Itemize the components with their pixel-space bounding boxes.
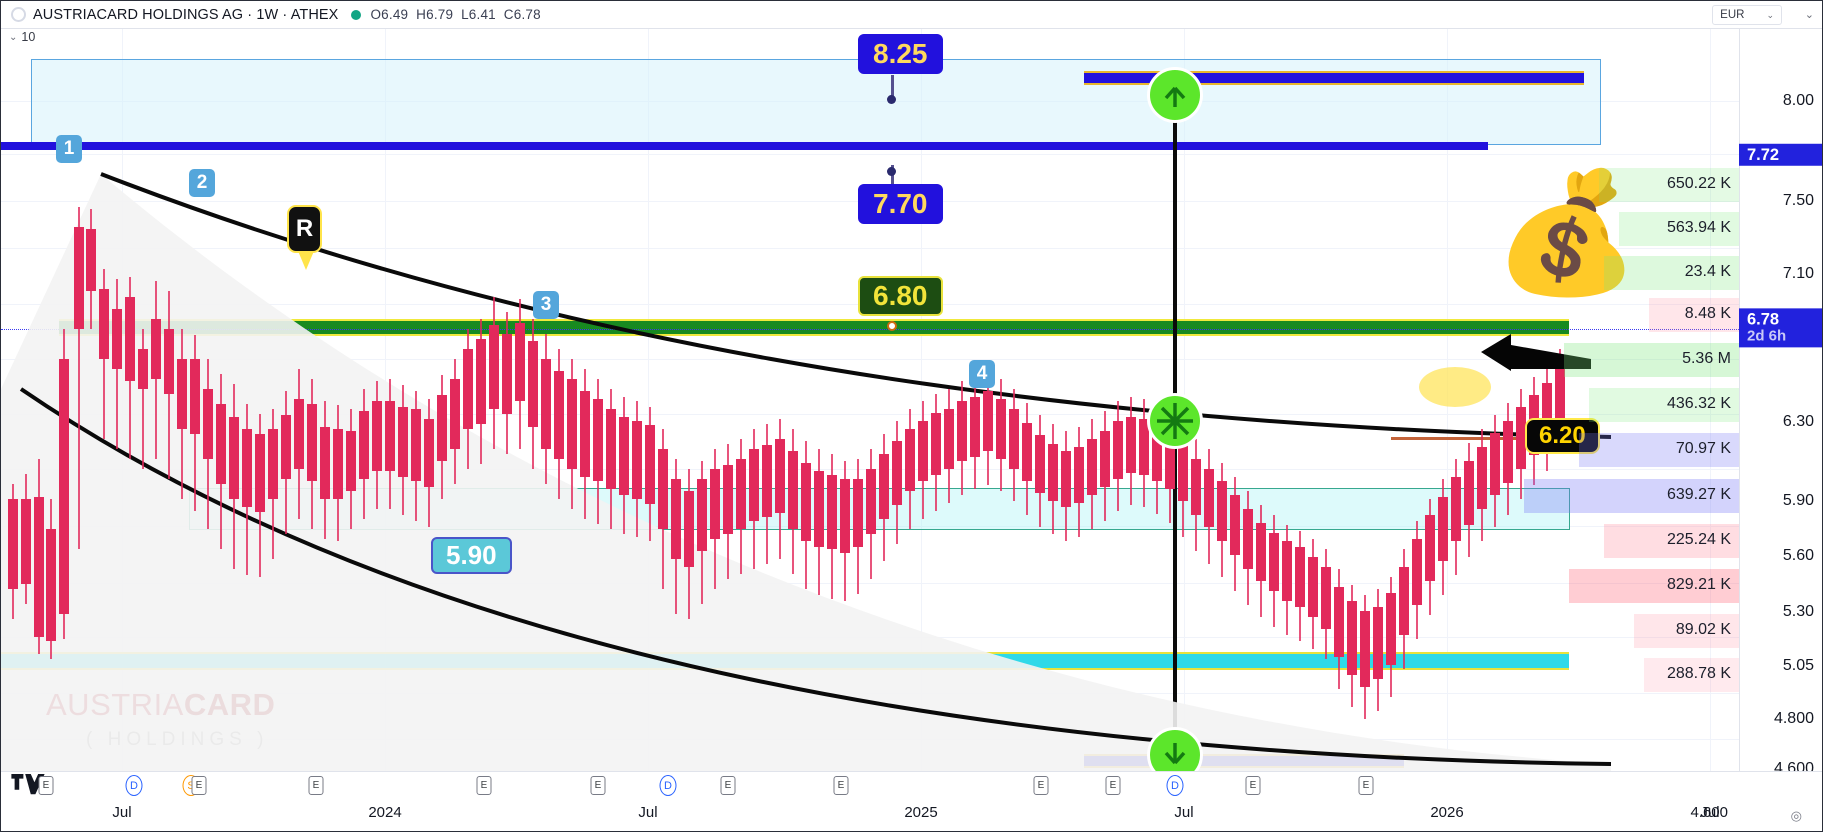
pivot-badge-2[interactable]: 2 bbox=[189, 169, 215, 197]
price-tick: 4.800 bbox=[1773, 710, 1814, 727]
symbol-placeholder-icon bbox=[11, 7, 26, 22]
arrow-up-icon bbox=[1164, 86, 1186, 107]
pivot-badge-3[interactable]: 3 bbox=[533, 291, 559, 319]
pivot-badge-1[interactable]: 1 bbox=[56, 135, 82, 163]
arrow-down-icon bbox=[1164, 743, 1186, 765]
price-axis[interactable]: 8.00 7.50 7.10 6.30 5.90 5.60 5.30 5.05 4.800 4.6… bbox=[1739, 29, 1822, 777]
level-6-20-line bbox=[1391, 437, 1531, 440]
time-tick: Jul bbox=[112, 804, 132, 821]
live-dot-icon bbox=[351, 9, 362, 20]
label-anchor-dot bbox=[887, 167, 896, 176]
ohlc-close: C6.78 bbox=[503, 7, 541, 22]
channel-curves bbox=[1, 172, 1612, 773]
price-label-6-20[interactable]: 6.20 bbox=[1525, 418, 1600, 454]
marker-arrow-up-circle[interactable] bbox=[1147, 67, 1203, 123]
event-marker-e[interactable]: E bbox=[1105, 776, 1121, 795]
pivot-badge-4[interactable]: 4 bbox=[969, 360, 995, 388]
burst-icon bbox=[1157, 403, 1193, 439]
event-marker-e[interactable]: E bbox=[1245, 776, 1261, 795]
indicator-subbar[interactable]: ⌄ 10 bbox=[9, 30, 35, 44]
event-marker-d[interactable]: D bbox=[1166, 775, 1184, 796]
grid-line-v bbox=[921, 29, 922, 773]
ohlc-high: H6.79 bbox=[416, 7, 454, 22]
time-tick: 2025 bbox=[904, 804, 938, 821]
price-tick: 6.30 bbox=[1782, 413, 1814, 430]
marker-burst-circle[interactable] bbox=[1147, 393, 1203, 449]
highlight-ellipse[interactable] bbox=[1419, 367, 1491, 407]
resistance-flag-marker[interactable]: R bbox=[287, 205, 322, 270]
event-marker-e[interactable]: E bbox=[191, 776, 207, 795]
price-label-8-25[interactable]: 8.25 bbox=[858, 34, 943, 74]
label-anchor-dot bbox=[887, 95, 896, 104]
indicator-value: 10 bbox=[21, 30, 36, 44]
event-marker-e[interactable]: E bbox=[720, 776, 736, 795]
event-marker-e[interactable]: E bbox=[1358, 776, 1374, 795]
chart-pane[interactable]: AUSTRIACARD ( HOLDINGS ) 1 2 3 bbox=[1, 29, 1741, 773]
price-tick: 7.50 bbox=[1782, 192, 1814, 209]
time-tick: 2026 bbox=[1430, 804, 1464, 821]
currency-selector[interactable]: EUR ⌄ bbox=[1712, 5, 1782, 25]
chevron-down-icon: ⌄ bbox=[1766, 9, 1774, 20]
label-stem bbox=[891, 75, 894, 99]
ohlc-open: O6.49 bbox=[370, 7, 409, 22]
event-marker-e[interactable]: E bbox=[38, 776, 54, 795]
grid-line-h bbox=[1, 248, 1741, 249]
grid-line-h bbox=[1, 359, 1741, 360]
grid-line-v bbox=[1710, 29, 1711, 773]
event-marker-e[interactable]: E bbox=[308, 776, 324, 795]
money-bag-icon: 💰 bbox=[1493, 167, 1640, 299]
currency-label: EUR bbox=[1720, 9, 1745, 21]
price-tick: 5.30 bbox=[1782, 603, 1814, 620]
chart-header: AUSTRIACARD HOLDINGS AG · 1W · ATHEX O6.… bbox=[1, 1, 1822, 29]
candlestick-series[interactable] bbox=[1, 29, 1741, 773]
clock-icon[interactable]: ◎ bbox=[1790, 808, 1802, 823]
price-tick: 7.10 bbox=[1782, 265, 1814, 282]
chevron-down-icon[interactable]: ⌄ bbox=[9, 31, 18, 43]
event-marker-e[interactable]: E bbox=[476, 776, 492, 795]
event-marker-e[interactable]: E bbox=[1033, 776, 1049, 795]
ribbon-top-target[interactable] bbox=[1084, 71, 1584, 85]
event-marker-e[interactable]: E bbox=[590, 776, 606, 795]
time-tick: Jul bbox=[1174, 804, 1194, 821]
price-label-7-70[interactable]: 7.70 bbox=[858, 184, 943, 224]
price-label-6-80[interactable]: 6.80 bbox=[858, 276, 943, 316]
zone-green-6-80[interactable] bbox=[59, 319, 1569, 336]
time-tick: 2024 bbox=[368, 804, 402, 821]
countdown-label: 2d 6h bbox=[1747, 327, 1787, 345]
grid-line-h bbox=[1, 154, 1741, 155]
price-tick: 8.00 bbox=[1782, 92, 1814, 109]
label-stem bbox=[891, 165, 894, 187]
ohlc-values: O6.49 H6.79 L6.41 C6.78 bbox=[370, 7, 540, 22]
current-price-badge[interactable]: 7.72 bbox=[1739, 143, 1822, 167]
price-tick: 5.60 bbox=[1782, 547, 1814, 564]
resistance-line-7-70[interactable] bbox=[1, 142, 1488, 150]
event-marker-d[interactable]: D bbox=[659, 775, 677, 796]
event-marker-e[interactable]: E bbox=[833, 776, 849, 795]
event-marker-d[interactable]: D bbox=[125, 775, 143, 796]
arrow-left-icon bbox=[1481, 334, 1591, 371]
grid-line-v bbox=[648, 29, 649, 773]
marker-arrow-down-circle[interactable] bbox=[1147, 727, 1203, 773]
dotted-level-line bbox=[1, 329, 1741, 330]
current-price-badge[interactable]: 6.78 2d 6h bbox=[1739, 308, 1822, 348]
grid-line-h bbox=[1, 414, 1741, 415]
label-anchor-dot bbox=[887, 321, 897, 331]
ohlc-low: L6.41 bbox=[461, 7, 496, 22]
header-collapse-chevron-icon[interactable]: ⌄ bbox=[1804, 9, 1814, 21]
price-label-5-90[interactable]: 5.90 bbox=[431, 537, 512, 574]
time-tick: Jul bbox=[1700, 804, 1720, 821]
symbol-title[interactable]: AUSTRIACARD HOLDINGS AG · 1W · ATHEX bbox=[33, 6, 339, 23]
time-tick: Jul bbox=[638, 804, 658, 821]
price-tick: 5.05 bbox=[1782, 657, 1814, 674]
time-axis[interactable]: ◎ Jul2024Jul2025Jul2026JulEDSEEEEDEEEEDE… bbox=[1, 771, 1822, 831]
axis-corner-value: 4.600 bbox=[1690, 804, 1728, 821]
grid-line-h bbox=[1, 583, 1741, 584]
price-tick: 5.90 bbox=[1782, 492, 1814, 509]
